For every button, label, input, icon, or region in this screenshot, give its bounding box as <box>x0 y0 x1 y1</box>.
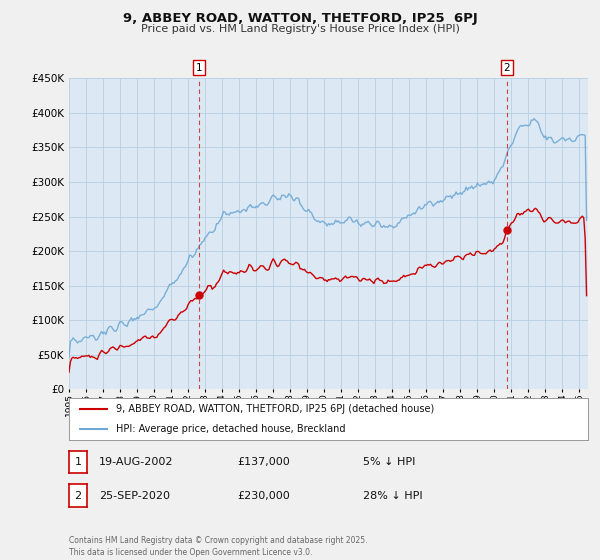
Text: HPI: Average price, detached house, Breckland: HPI: Average price, detached house, Brec… <box>116 424 345 434</box>
Text: £230,000: £230,000 <box>237 491 290 501</box>
Text: £137,000: £137,000 <box>237 457 290 467</box>
Text: Price paid vs. HM Land Registry's House Price Index (HPI): Price paid vs. HM Land Registry's House … <box>140 24 460 34</box>
Text: 1: 1 <box>196 63 202 73</box>
Text: 1: 1 <box>74 457 82 467</box>
Text: 5% ↓ HPI: 5% ↓ HPI <box>363 457 415 467</box>
Text: 2: 2 <box>74 491 82 501</box>
Text: 2: 2 <box>503 63 510 73</box>
Text: 25-SEP-2020: 25-SEP-2020 <box>99 491 170 501</box>
Text: 28% ↓ HPI: 28% ↓ HPI <box>363 491 422 501</box>
Text: 9, ABBEY ROAD, WATTON, THETFORD, IP25 6PJ (detached house): 9, ABBEY ROAD, WATTON, THETFORD, IP25 6P… <box>116 404 434 414</box>
Text: 19-AUG-2002: 19-AUG-2002 <box>99 457 173 467</box>
Text: Contains HM Land Registry data © Crown copyright and database right 2025.
This d: Contains HM Land Registry data © Crown c… <box>69 536 367 557</box>
Text: 9, ABBEY ROAD, WATTON, THETFORD, IP25  6PJ: 9, ABBEY ROAD, WATTON, THETFORD, IP25 6P… <box>122 12 478 25</box>
